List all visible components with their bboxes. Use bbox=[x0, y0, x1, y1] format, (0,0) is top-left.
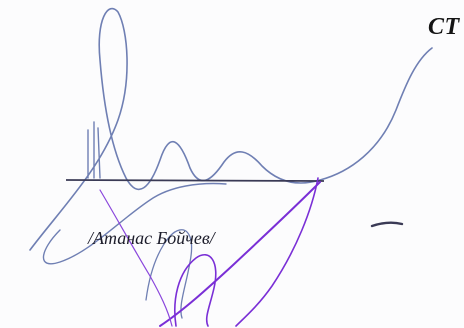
signature-flourish bbox=[145, 229, 193, 319]
signature-purple-stroke-b bbox=[235, 177, 319, 327]
signature-dash bbox=[370, 221, 404, 228]
signer-name: /Атанас Бойчев/ bbox=[88, 228, 215, 248]
signature-purple-stroke-d bbox=[99, 189, 173, 327]
signature-purple-stroke-c bbox=[174, 254, 217, 327]
signature-baseline bbox=[65, 179, 325, 182]
signature-purple-stroke-a bbox=[159, 181, 321, 327]
heading-fragment: СТ bbox=[428, 14, 460, 40]
signature-loop-upper bbox=[29, 7, 433, 251]
signature-ticks bbox=[87, 121, 101, 179]
signature-loop-lower bbox=[42, 182, 227, 265]
